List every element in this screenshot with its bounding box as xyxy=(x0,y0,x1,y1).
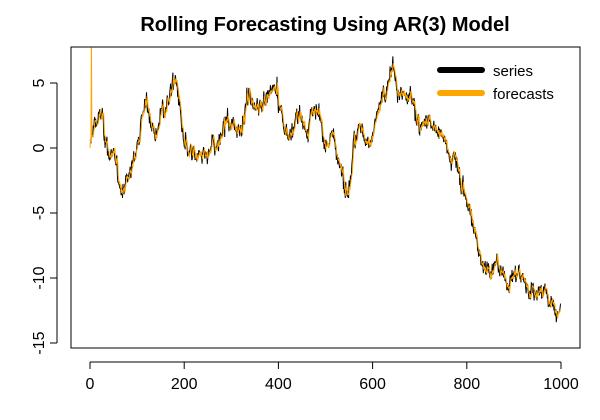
series-line xyxy=(89,56,562,323)
y-tick-label: 5 xyxy=(31,78,48,87)
forecasts-line xyxy=(89,47,562,319)
x-tick-label: 800 xyxy=(453,376,480,393)
y-tick-label: 0 xyxy=(31,143,48,152)
x-tick-label: 600 xyxy=(359,376,386,393)
x-tick-label: 200 xyxy=(171,376,198,393)
legend-label-forecasts: forecasts xyxy=(493,86,554,103)
x-tick-label: 400 xyxy=(265,376,292,393)
legend-label-series: series xyxy=(493,63,533,80)
legend: series forecasts xyxy=(437,63,554,103)
y-axis: -15 -10 -5 0 5 xyxy=(31,78,58,355)
y-tick-label: -5 xyxy=(31,206,48,220)
chart-title: Rolling Forecasting Using AR(3) Model xyxy=(140,14,509,36)
plot-box xyxy=(70,46,581,349)
x-tick-label: 1000 xyxy=(543,376,579,393)
x-axis: 0 200 400 600 800 1000 xyxy=(86,361,579,393)
y-tick-label: -10 xyxy=(31,266,48,289)
plot-area xyxy=(89,47,562,323)
x-tick-label: 0 xyxy=(86,376,95,393)
y-tick-label: -15 xyxy=(31,331,48,354)
